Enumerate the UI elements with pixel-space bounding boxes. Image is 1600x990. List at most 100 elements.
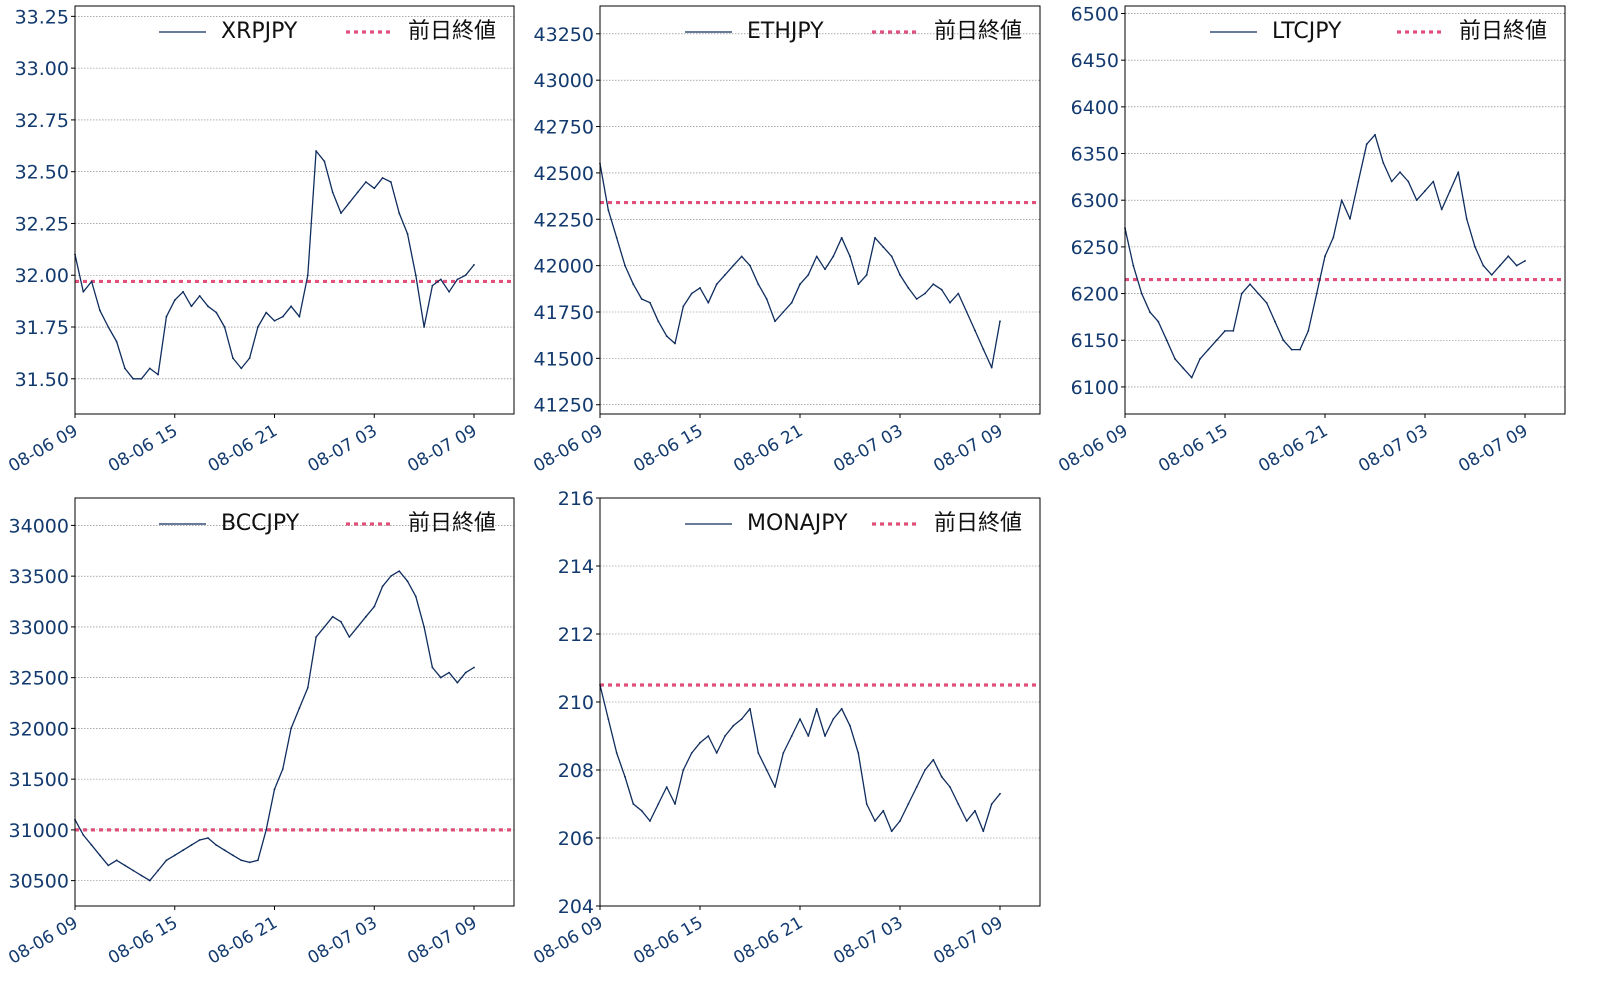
data-point [340,620,342,623]
data-point [657,320,660,323]
x-tick-label: 08-06 21 [1255,421,1331,477]
data-point [832,718,835,720]
data-point [749,264,751,267]
data-point [281,768,284,770]
data-point [1332,236,1335,239]
data-point [373,187,376,190]
y-tick-label: 32500 [9,668,69,690]
data-point [115,859,118,862]
data-point [1307,330,1310,332]
data-point [1390,180,1393,183]
data-point [215,311,218,314]
data-point [431,666,434,669]
x-tick-label: 08-06 09 [530,421,606,477]
data-point [865,803,868,805]
legend-label-previous-close: 前日終値 [408,19,496,44]
data-point [665,786,668,788]
data-point [423,326,425,328]
data-point [790,301,793,304]
data-point [674,803,676,805]
x-tick-label: 08-07 09 [404,421,480,477]
data-point [1224,330,1226,332]
data-point [132,377,135,380]
data-point [406,232,409,235]
y-tick-label: 6400 [1071,97,1119,119]
data-point [974,809,976,812]
data-point [281,315,284,318]
legend-label-price: ETHJPY [747,19,824,44]
data-point [1507,255,1510,258]
data-point [173,299,176,301]
data-point [298,707,301,709]
data-point [1490,274,1493,276]
y-tick-label: 32.75 [15,110,69,132]
data-point [132,869,135,872]
data-point [464,274,467,277]
data-point [1449,190,1451,192]
data-point [315,636,317,638]
data-point [124,864,126,867]
data-point [248,357,251,359]
data-point [607,718,610,720]
data-point [774,320,776,323]
legend-label-price: LTCJPY [1272,19,1342,44]
data-point [940,288,943,291]
data-point [807,274,810,276]
data-point [99,309,101,312]
y-tick-label: 6450 [1071,50,1119,72]
price-line-monajpy [599,684,1001,832]
data-point [807,735,810,737]
data-point [107,326,110,328]
data-point [356,191,359,194]
data-point [774,786,776,788]
data-point [448,290,450,293]
data-point [1157,320,1160,323]
data-point [782,752,785,754]
data-point [1465,218,1468,220]
data-point [115,340,118,343]
data-point [990,803,993,805]
data-point [207,837,209,839]
chart-panel-ltcjpy: 6100 6150 6200 6250 6300 6350 6400 6450 6500 08-0… [1055,3,1566,477]
data-point [624,264,626,267]
data-point [624,775,626,778]
data-point [665,335,668,337]
data-point [1399,171,1401,174]
data-point [724,274,726,276]
data-point [1282,339,1285,342]
y-tick-label: 43250 [534,24,594,46]
data-point [124,367,126,370]
data-point [248,861,251,864]
y-tick-label: 43000 [534,70,594,92]
data-point [257,859,259,862]
data-point [348,636,351,638]
data-point [674,342,676,345]
data-point [890,830,893,833]
data-point [107,864,110,867]
data-point [899,274,901,276]
data-point [1432,180,1435,183]
data-point [173,854,176,857]
data-point [356,626,359,628]
data-point [882,246,885,249]
data-point [965,820,968,822]
legend-label-price: XRPJPY [221,19,298,44]
data-point [957,292,960,295]
price-line-bccjpy [74,570,475,882]
legend-label-price: BCCJPY [221,511,300,536]
x-tick-label: 08-06 15 [1155,421,1231,477]
data-point [715,752,718,754]
data-point [840,707,843,710]
y-tick-label: 210 [558,692,594,714]
data-point [1424,190,1426,192]
data-point [90,280,93,283]
data-point [406,580,409,583]
data-point [223,849,226,852]
data-point [632,283,635,286]
data-point [381,585,384,588]
y-tick-label: 42000 [534,256,594,278]
y-tick-label: 31000 [9,820,69,842]
data-point [298,315,301,318]
data-point [381,177,384,179]
y-tick-label: 30500 [9,871,69,893]
